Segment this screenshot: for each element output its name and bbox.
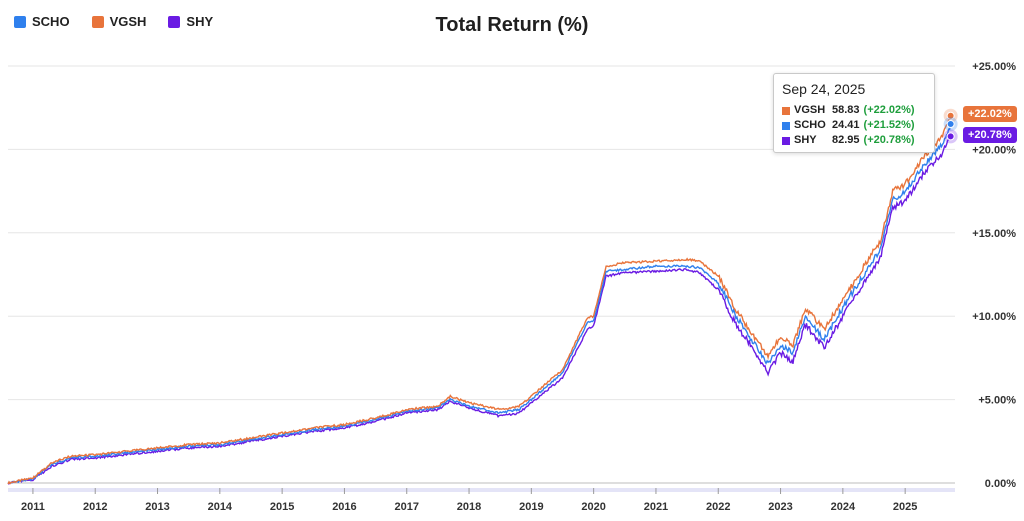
x-tick-label: 2011 <box>21 501 45 513</box>
legend-swatch-vgsh <box>91 15 104 28</box>
y-tick-label: 0.00% <box>985 478 1016 490</box>
y-tick-label: +20.00% <box>972 144 1016 156</box>
tooltip-date: Sep 24, 2025 <box>782 81 866 97</box>
end-marker-vgsh <box>946 111 955 120</box>
legend-swatch-scho <box>14 15 26 28</box>
legend-item-shy[interactable]: SHY <box>168 14 213 29</box>
tooltip-row-vgsh: VGSH 58.83 (+22.02%) <box>782 103 926 118</box>
tooltip-swatch-scho <box>782 121 790 130</box>
tooltip-value: 24.41 <box>832 119 860 131</box>
y-axis-labels: 0.00% +5.00% +10.00% +15.00% +20.00% +25.00% <box>972 61 1016 490</box>
x-tick-label: 2023 <box>768 501 792 513</box>
legend-item-scho[interactable]: SCHO <box>14 14 70 29</box>
tooltip-value: 82.95 <box>832 134 860 146</box>
x-tick-label: 2017 <box>394 501 418 513</box>
x-tick-label: 2024 <box>831 501 856 513</box>
x-tick-label: 2021 <box>644 501 668 513</box>
legend-label-shy: SHY <box>186 14 214 29</box>
hover-tooltip: Sep 24, 2025 VGSH 58.83 (+22.02%) SCHO 2… <box>773 73 935 153</box>
series-lines <box>7 115 952 485</box>
chart-title: Total Return (%) <box>435 14 589 36</box>
x-tick-label: 2014 <box>208 501 233 513</box>
tooltip-row-scho: SCHO 24.41 (+21.52%) <box>782 118 926 133</box>
x-tick-label: 2025 <box>893 501 917 513</box>
x-tick-label: 2018 <box>457 501 481 513</box>
x-tick-label: 2012 <box>83 501 107 513</box>
x-axis-scroll-bar[interactable] <box>8 488 955 492</box>
end-marker-scho <box>946 120 955 129</box>
tooltip-symbol: SHY <box>794 134 817 146</box>
series-line-shy[interactable] <box>7 135 952 485</box>
tooltip-value: 58.83 <box>832 104 860 116</box>
tooltip-symbol: VGSH <box>794 104 826 116</box>
tooltip-change: (+21.52%) <box>863 119 915 131</box>
series-line-vgsh[interactable] <box>7 115 952 485</box>
series-line-scho[interactable] <box>7 123 952 485</box>
tooltip-change: (+22.02%) <box>863 104 915 116</box>
end-marker-shy <box>946 132 955 141</box>
y-tick-label: +15.00% <box>972 228 1016 240</box>
end-markers <box>943 108 958 144</box>
y-tick-label: +10.00% <box>972 311 1016 323</box>
x-tick-label: 2016 <box>332 501 356 513</box>
legend-label-vgsh: VGSH <box>109 14 147 29</box>
x-tick-label: 2013 <box>145 501 169 513</box>
x-tick-label: 2020 <box>581 501 605 513</box>
x-tick-label: 2015 <box>270 501 294 513</box>
x-axis-labels: 2011 2012 2013 2014 2015 2016 2017 2018 2019 2020… <box>21 488 917 513</box>
legend: SCHO VGSH SHY <box>14 14 213 29</box>
x-tick-label: 2022 <box>706 501 730 513</box>
legend-swatch-shy <box>168 15 181 28</box>
y-tick-label: +5.00% <box>978 395 1016 407</box>
tooltip-symbol: SCHO <box>794 119 826 131</box>
legend-item-vgsh[interactable]: VGSH <box>91 14 147 29</box>
tooltip-swatch-vgsh <box>782 106 790 115</box>
tooltip-row-shy: SHY 82.95 (+20.78%) <box>782 133 926 148</box>
tooltip-change: (+20.78%) <box>863 134 915 146</box>
y-tick-label: +25.00% <box>972 61 1016 73</box>
end-value-badge-shy: +20.78% <box>963 127 1017 143</box>
tooltip-swatch-shy <box>782 136 790 145</box>
x-tick-label: 2019 <box>519 501 543 513</box>
end-value-badge-vgsh: +22.02% <box>963 106 1017 122</box>
legend-label-scho: SCHO <box>32 14 70 29</box>
